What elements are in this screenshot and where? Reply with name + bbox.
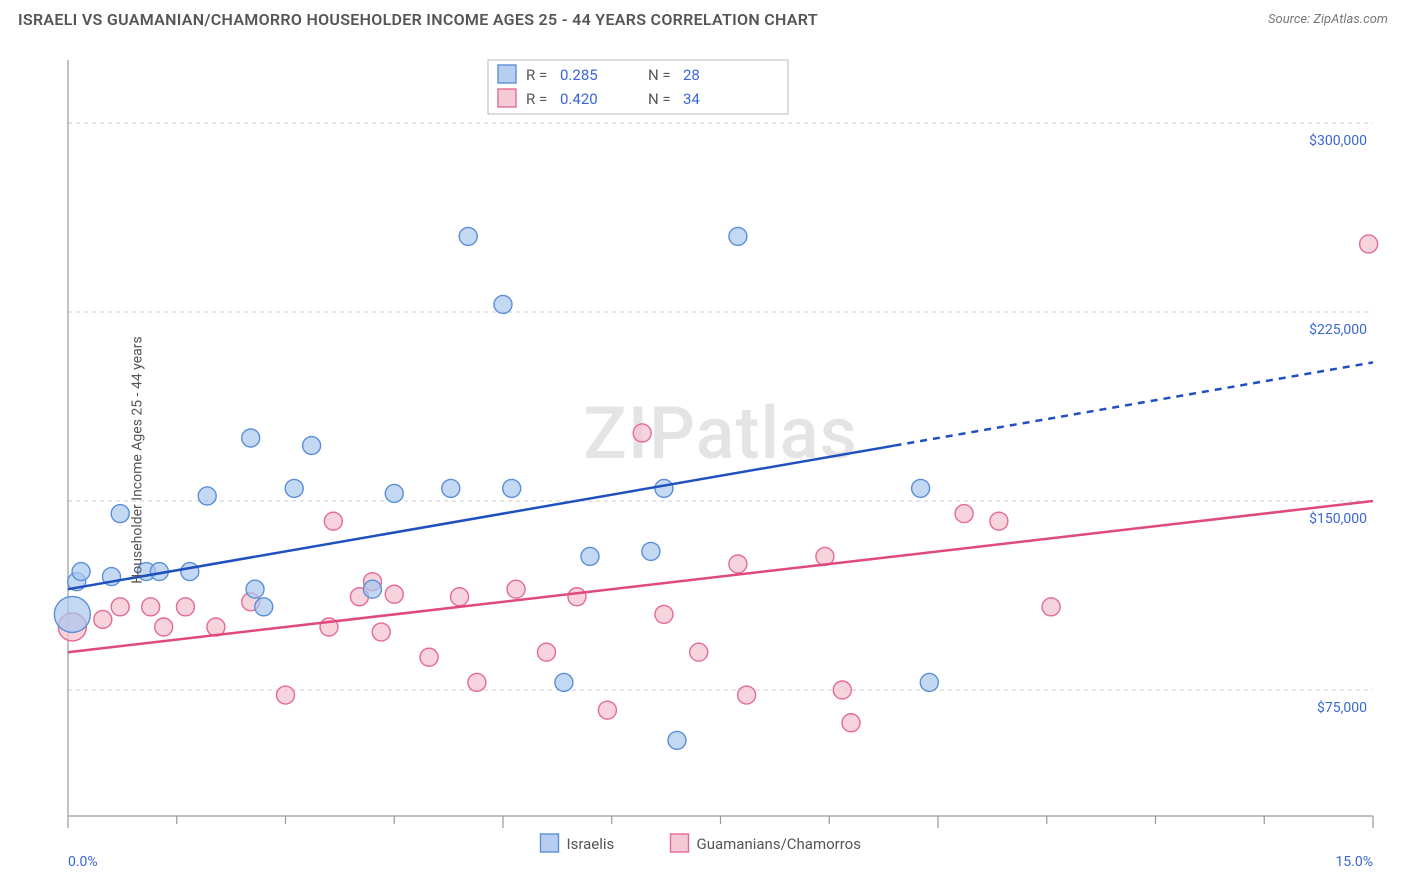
- data-point: [242, 429, 260, 447]
- trend-line-dashed: [895, 362, 1374, 445]
- legend-swatch: [498, 65, 516, 83]
- data-point: [690, 643, 708, 661]
- y-axis-label: Householder Income Ages 25 - 44 years: [130, 336, 146, 583]
- data-point: [176, 598, 194, 616]
- data-point: [955, 505, 973, 523]
- data-point: [94, 610, 112, 628]
- data-point: [72, 563, 90, 581]
- legend-r-value: 0.420: [560, 90, 598, 108]
- data-point: [468, 673, 486, 691]
- legend-n-value: 34: [683, 90, 700, 108]
- data-point: [142, 598, 160, 616]
- data-point: [246, 580, 264, 598]
- legend-series-label: Israelis: [567, 835, 615, 853]
- data-point: [364, 580, 382, 598]
- data-point: [568, 588, 586, 606]
- data-point: [642, 542, 660, 560]
- scatter-chart: $75,000 $150,000 $225,000 $300,000 0.0% 15.0%…: [18, 46, 1388, 874]
- data-point: [920, 673, 938, 691]
- data-point: [598, 701, 616, 719]
- chart-title: ISRAELI VS GUAMANIAN/CHAMORRO HOUSEHOLDE…: [18, 10, 818, 29]
- data-point: [507, 580, 525, 598]
- data-point: [738, 686, 756, 704]
- data-point: [181, 563, 199, 581]
- data-point: [842, 714, 860, 732]
- legend-r-label: R =: [526, 66, 547, 84]
- data-point: [459, 227, 477, 245]
- data-point: [385, 484, 403, 502]
- data-point: [111, 505, 129, 523]
- data-point: [538, 643, 556, 661]
- data-point: [633, 424, 651, 442]
- y-tick-label: $150,000: [1309, 510, 1367, 527]
- data-point: [555, 673, 573, 691]
- data-point: [668, 731, 686, 749]
- data-point: [385, 585, 403, 603]
- watermark: ZIPatlas: [583, 391, 857, 476]
- data-point: [111, 598, 129, 616]
- data-point: [420, 648, 438, 666]
- x-tick-label: 0.0%: [68, 854, 98, 870]
- data-point: [324, 512, 342, 530]
- chart-container: Householder Income Ages 25 - 44 years $7…: [18, 46, 1388, 874]
- data-point: [1042, 598, 1060, 616]
- data-point: [372, 623, 390, 641]
- legend-r-label: R =: [526, 90, 547, 108]
- data-point: [277, 686, 295, 704]
- y-tick-label: $300,000: [1309, 132, 1367, 149]
- data-point: [729, 555, 747, 573]
- legend-swatch: [541, 834, 559, 852]
- data-point: [303, 437, 321, 455]
- legend-n-label: N =: [648, 90, 671, 108]
- data-point: [655, 605, 673, 623]
- data-point: [1360, 235, 1378, 253]
- legend-r-value: 0.285: [560, 66, 598, 84]
- x-tick-label: 15.0%: [1335, 854, 1373, 870]
- data-point: [155, 618, 173, 636]
- data-point: [54, 596, 90, 632]
- data-point: [494, 295, 512, 313]
- data-point: [255, 598, 273, 616]
- data-point: [581, 547, 599, 565]
- data-point: [655, 479, 673, 497]
- data-point: [285, 479, 303, 497]
- legend-swatch: [671, 834, 689, 852]
- legend-series-label: Guamanians/Chamorros: [697, 835, 861, 853]
- data-point: [442, 479, 460, 497]
- trend-line: [68, 501, 1373, 652]
- data-point: [198, 487, 216, 505]
- legend-n-value: 28: [683, 66, 700, 84]
- source-label: Source: ZipAtlas.com: [1268, 12, 1388, 27]
- data-point: [912, 479, 930, 497]
- data-point: [833, 681, 851, 699]
- legend-swatch: [498, 89, 516, 107]
- y-tick-label: $75,000: [1317, 699, 1367, 716]
- trend-line: [68, 446, 895, 590]
- y-tick-label: $225,000: [1309, 321, 1367, 338]
- data-point: [990, 512, 1008, 530]
- data-point: [451, 588, 469, 606]
- data-point: [503, 479, 521, 497]
- legend-n-label: N =: [648, 66, 671, 84]
- data-point: [729, 227, 747, 245]
